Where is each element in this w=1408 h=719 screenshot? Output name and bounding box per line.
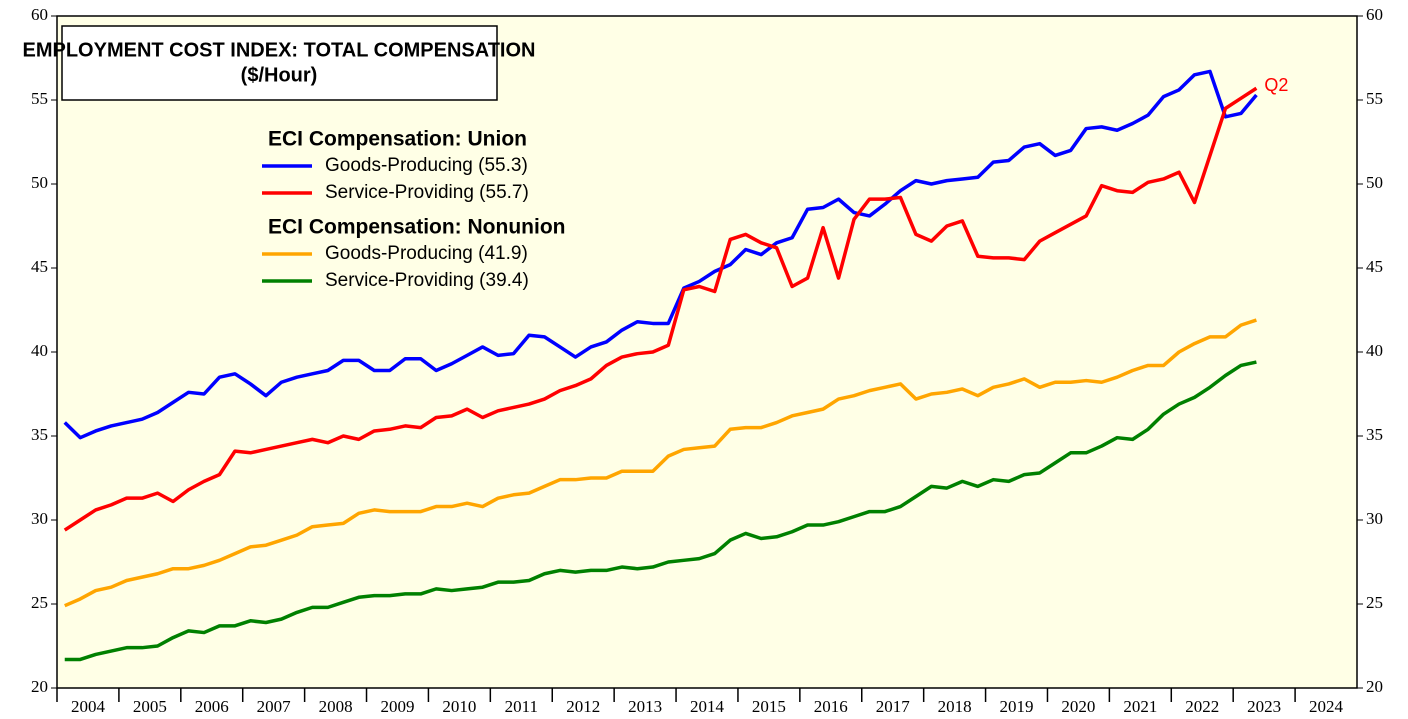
series-line	[63, 69, 1258, 440]
x-tick-label: 2015	[752, 697, 786, 716]
x-tick-label: 2019	[1000, 697, 1034, 716]
legend-label: Goods-Producing (41.9)	[325, 243, 528, 264]
y-tick-label-right: 25	[1366, 593, 1383, 612]
y-tick-label: 45	[31, 257, 48, 276]
x-tick-label: 2013	[628, 697, 662, 716]
y-tick-label: 25	[31, 593, 48, 612]
x-tick-label: 2010	[442, 697, 476, 716]
y-tick-label: 40	[31, 341, 48, 360]
x-tick-label: 2012	[566, 697, 600, 716]
y-tick-label-right: 35	[1366, 425, 1383, 444]
y-tick-label-right: 60	[1366, 5, 1383, 24]
y-tick-label-right: 40	[1366, 341, 1383, 360]
chart-subtitle: ($/Hour)	[241, 64, 318, 86]
x-tick-label: 2017	[876, 697, 911, 716]
y-tick-label-right: 50	[1366, 173, 1383, 192]
x-tick-label: 2008	[319, 697, 353, 716]
legend-label: Goods-Producing (55.3)	[325, 155, 528, 176]
legend-label: Service-Providing (39.4)	[325, 270, 529, 291]
x-tick-label: 2011	[505, 697, 538, 716]
x-tick-label: 2004	[71, 697, 106, 716]
y-tick-label: 60	[31, 5, 48, 24]
y-tick-label: 20	[31, 677, 48, 696]
plot-area	[56, 15, 1358, 689]
x-tick-label: 2021	[1123, 697, 1157, 716]
legend-heading: ECI Compensation: Nonunion	[268, 216, 565, 239]
x-tick-label: 2023	[1247, 697, 1281, 716]
title-box	[61, 25, 498, 101]
x-tick-label: 2024	[1309, 697, 1344, 716]
y-tick-label-right: 45	[1366, 257, 1383, 276]
y-tick-label: 30	[31, 509, 48, 528]
legend-label: Service-Providing (55.7)	[325, 182, 529, 203]
series-line	[64, 360, 1257, 662]
chart-title: EMPLOYMENT COST INDEX: TOTAL COMPENSATIO…	[23, 39, 536, 61]
y-tick-label-right: 30	[1366, 509, 1383, 528]
x-tick-label: 2016	[814, 697, 848, 716]
x-tick-label: 2022	[1185, 697, 1219, 716]
y-tick-label: 50	[31, 173, 48, 192]
legend-heading: ECI Compensation: Union	[268, 128, 527, 151]
y-tick-label-right: 20	[1366, 677, 1383, 696]
x-tick-label: 2018	[938, 697, 972, 716]
x-tick-label: 2005	[133, 697, 167, 716]
x-tick-label: 2007	[257, 697, 292, 716]
y-tick-label: 35	[31, 425, 48, 444]
series-line	[64, 318, 1257, 608]
x-tick-label: 2014	[690, 697, 725, 716]
annotation: Q2	[1264, 75, 1288, 95]
x-tick-label: 2020	[1061, 697, 1095, 716]
x-tick-label: 2009	[380, 697, 414, 716]
y-tick-label: 55	[31, 89, 48, 108]
x-tick-label: 2006	[195, 697, 229, 716]
y-tick-label-right: 55	[1366, 89, 1383, 108]
series-line	[63, 86, 1258, 532]
